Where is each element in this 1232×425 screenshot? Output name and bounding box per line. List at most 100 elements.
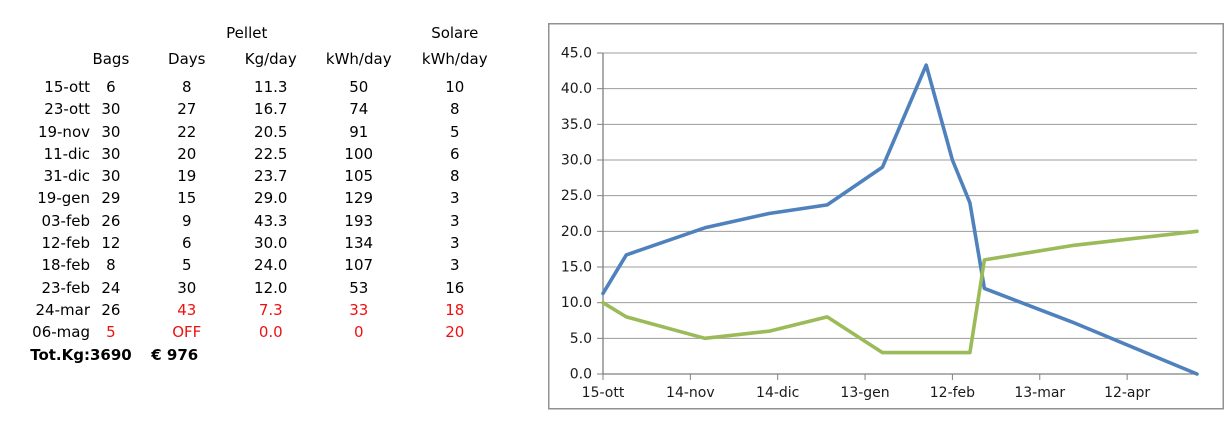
row-date-label: 06-mag <box>32 323 90 342</box>
table-row: 12-feb 12 6 30.0 134 3 <box>0 232 492 254</box>
table-row: 15-ott 6 8 11.3 50 10 <box>0 70 492 98</box>
pellet-consumption-table: Pellet Solare Bags Days Kg/day kWh/day k… <box>0 22 492 366</box>
row-date-label: 18-feb <box>41 256 90 275</box>
table-cell: 20.5 <box>254 122 288 141</box>
y-tick-label: 35.0 <box>561 117 592 133</box>
solare-kwhday-column-header: kWh/day <box>421 50 488 68</box>
table-cell: 30 <box>101 122 121 141</box>
chart-area-border <box>548 23 1224 410</box>
row-date-label: 12-feb <box>41 234 90 253</box>
empty-header <box>0 22 90 44</box>
table-cell: 91 <box>349 122 369 141</box>
table-row: 24-mar 26 43 7.3 33 18 <box>0 299 492 321</box>
table-cell: 6 <box>181 234 192 253</box>
table-cell: 6 <box>449 144 460 163</box>
table-cell: 30 <box>101 100 121 119</box>
row-date-label: 23-ott <box>44 100 90 119</box>
table-cell: 24 <box>101 278 121 297</box>
y-tick-label: 20.0 <box>561 224 592 240</box>
empty-header <box>300 22 418 44</box>
table-cell: 22 <box>177 122 197 141</box>
table-cell: 29.0 <box>254 189 288 208</box>
row-date-label: 19-nov <box>37 122 90 141</box>
row-date-label: 03-feb <box>41 211 90 230</box>
table-cell: 18 <box>445 300 465 319</box>
y-tick-label: 5.0 <box>570 331 592 347</box>
table-cell: 74 <box>349 100 369 119</box>
table-cell: 105 <box>344 167 374 186</box>
table-cell: 20 <box>177 144 197 163</box>
table-cell: 3 <box>449 211 460 230</box>
table-cell: 8 <box>181 78 192 96</box>
table-cell: 30 <box>177 278 197 297</box>
x-tick-label: 13-gen <box>840 385 889 401</box>
table-cell: 53 <box>349 278 369 297</box>
table-cell: € 976 <box>151 345 199 364</box>
table-cell: 26 <box>101 211 121 230</box>
table-row: 18-feb 8 5 24.0 107 3 <box>0 254 492 276</box>
table-row: 03-feb 26 9 43.3 193 3 <box>0 210 492 232</box>
table-cell: 129 <box>344 189 374 208</box>
table-cell: 100 <box>344 144 374 163</box>
table-cell: 12.0 <box>254 278 288 297</box>
y-tick-label: 0.0 <box>570 367 592 383</box>
y-tick-label: 45.0 <box>561 46 592 62</box>
table-row: 06-mag 5 OFF 0.0 0 20 <box>0 321 492 343</box>
row-date-label: 23-feb <box>41 278 90 297</box>
table-cell: 20 <box>445 323 465 342</box>
y-tick-label: 25.0 <box>561 188 592 204</box>
row-date-label: 19-gen <box>37 189 90 208</box>
series-line-pellet-kgday <box>601 63 1199 376</box>
row-date-label: 31-dic <box>43 167 90 186</box>
pellet-group-header: Pellet <box>226 22 300 44</box>
table-cell: 3 <box>449 234 460 253</box>
x-tick-label: 12-feb <box>930 385 975 401</box>
table-cell: 43 <box>177 300 197 319</box>
table-cell: 43.3 <box>254 211 288 230</box>
table-cell: 6 <box>106 78 116 96</box>
table-column-header-row: Bags Days Kg/day kWh/day kWh/day <box>0 44 492 70</box>
table-cell: 8 <box>449 167 460 186</box>
table-cell: 30.0 <box>254 234 288 253</box>
table-cell: 50 <box>349 78 369 96</box>
table-row: 11-dic 30 20 22.5 100 6 <box>0 143 492 165</box>
table-cell: 5 <box>106 323 116 342</box>
x-tick-label: 14-nov <box>666 385 715 401</box>
days-column-header: Days <box>168 50 206 68</box>
x-tick-label: 12-apr <box>1104 385 1150 401</box>
table-cell: 26 <box>101 300 121 319</box>
bags-column-header: Bags <box>92 50 130 68</box>
table-cell: 23.7 <box>254 167 288 186</box>
x-tick-label: 15-ott <box>582 385 625 401</box>
pellet-solare-line-chart: 0.0 5.0 10.0 15.0 20.0 25.0 30.0 35.0 40.0 45.0 15… <box>548 23 1224 410</box>
table-cell: 3690 <box>90 345 132 364</box>
data-table: Pellet Solare Bags Days Kg/day kWh/day k… <box>0 22 492 366</box>
kwhday-column-header: kWh/day <box>325 50 392 68</box>
table-cell: 3 <box>449 189 460 208</box>
table-cell: 30 <box>101 144 121 163</box>
table-cell: 134 <box>344 234 374 253</box>
table-cell: 15 <box>177 189 197 208</box>
table-cell: 10 <box>445 78 465 96</box>
solare-group-header: Solare <box>418 22 492 44</box>
table-cell <box>300 344 418 366</box>
table-row: 31-dic 30 19 23.7 105 8 <box>0 165 492 187</box>
table-cell: 0.0 <box>258 323 283 342</box>
table-cell: 19 <box>177 167 197 186</box>
table-cell: 107 <box>344 256 374 275</box>
solare-group-label: Solare <box>431 24 479 42</box>
table-cell: 9 <box>181 211 192 230</box>
pellet-group-label: Pellet <box>226 24 268 42</box>
table-cell <box>418 344 492 366</box>
table-row: 23-feb 24 30 12.0 53 16 <box>0 277 492 299</box>
table-row: 19-gen 29 15 29.0 129 3 <box>0 187 492 209</box>
y-tick-label: 10.0 <box>561 295 592 311</box>
y-tick-label: 15.0 <box>561 260 592 276</box>
date-column-header <box>0 44 90 70</box>
row-date-label: 11-dic <box>43 144 90 163</box>
table-cell: 22.5 <box>254 144 288 163</box>
table-cell: 27 <box>177 100 197 119</box>
table-cell: 7.3 <box>258 300 283 319</box>
table-cell: 11.3 <box>254 78 288 96</box>
table-cell: 5 <box>181 256 192 275</box>
